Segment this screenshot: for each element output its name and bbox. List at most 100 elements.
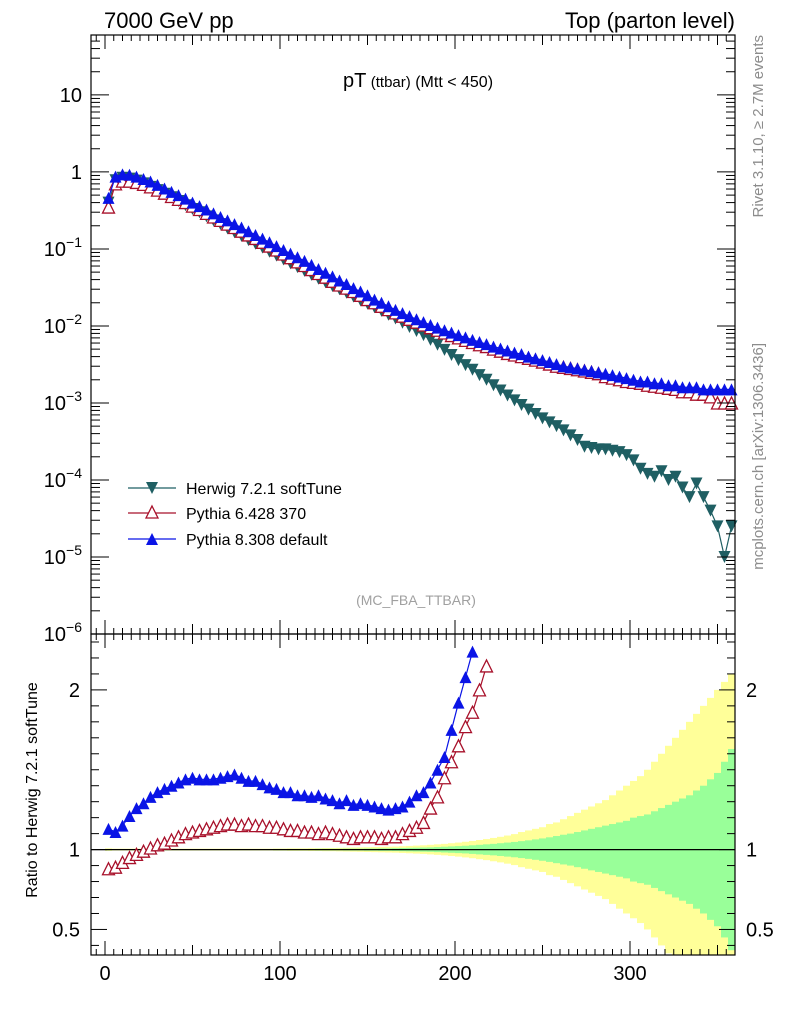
legend-item-pythia8: Pythia 8.308 default: [128, 532, 328, 549]
main-series-2-point: [319, 266, 332, 279]
main-series-2-point: [207, 207, 220, 220]
main-series-0-point: [704, 504, 717, 517]
main-series-0-point: [452, 354, 465, 367]
main-y-tick-label: 10−3: [44, 388, 82, 415]
main-series-2-point: [487, 340, 500, 353]
ratio-series-1-point: [368, 800, 381, 813]
main-y-tick-label: 10−2: [44, 311, 82, 338]
main-series-2-point: [508, 346, 521, 359]
main-series-2-point: [627, 373, 640, 386]
main-y-tick-label: 10−5: [44, 542, 82, 569]
ratio-series-1-point: [123, 810, 136, 823]
ratio-y-tick-label-right: 1: [746, 840, 757, 862]
main-series-2-point: [291, 251, 304, 264]
main-series-2-point: [214, 210, 227, 223]
main-series-2-point: [137, 172, 150, 185]
main-series-0-line: [107, 177, 733, 558]
main-series-2-point: [256, 232, 269, 245]
main-series-2-point: [403, 310, 416, 323]
data-layer: [101, 168, 739, 876]
ratio-series-0-point: [472, 682, 487, 697]
legend-marker-pythia6: [144, 504, 160, 519]
ratio-series-1-point: [396, 800, 409, 813]
main-series-2-point: [438, 324, 451, 337]
main-series-0-point: [557, 424, 570, 437]
ratio-series-1-point: [438, 750, 451, 763]
ratio-series-1-point: [137, 797, 150, 810]
main-series-2-point: [165, 185, 178, 198]
main-series-2-point: [375, 296, 388, 309]
ratio-series-1-point: [340, 794, 353, 807]
main-y-tick-label: 10−6: [44, 619, 82, 646]
ratio-series-1-point: [326, 794, 339, 807]
main-series-0-point: [487, 379, 500, 392]
x-tick-label: 100: [263, 963, 296, 985]
main-series-2-point: [494, 342, 507, 355]
main-series-2-point: [368, 293, 381, 306]
ratio-series-1-point: [319, 792, 332, 805]
main-series-2-point: [459, 331, 472, 344]
main-series-2-point: [564, 361, 577, 374]
main-series-0-point: [613, 446, 626, 459]
main-series-2-point: [172, 189, 185, 202]
main-series-0-point: [508, 394, 521, 407]
main-series-2-point: [144, 175, 157, 188]
ratio-series-1-point: [424, 776, 437, 789]
main-series-0-point: [543, 416, 556, 429]
main-series-2-point: [179, 192, 192, 205]
ratio-y-tick-label-right: 2: [746, 680, 757, 702]
main-series-2-point: [333, 274, 346, 287]
main-series-0-point: [725, 520, 738, 533]
main-series-2-point: [340, 278, 353, 291]
rivet-side-label: Rivet 3.1.10, ≥ 2.7M events: [750, 35, 767, 218]
main-series-0-point: [690, 477, 703, 490]
main-series-2-point: [200, 203, 213, 216]
ratio-series-1-point: [263, 781, 276, 794]
main-series-1-point: [703, 389, 718, 404]
main-series-2-point: [550, 358, 563, 371]
ratio-series-1-point: [403, 795, 416, 808]
main-series-0-point: [627, 454, 640, 467]
ratio-series-0-point: [430, 789, 445, 804]
main-series-0-point: [655, 465, 668, 478]
ratio-series-1-point: [298, 789, 311, 802]
main-series-0-point: [529, 407, 542, 420]
ratio-series-1-point: [410, 789, 423, 802]
main-series-2-point: [606, 369, 619, 382]
x-tick-label: 200: [438, 963, 471, 985]
main-series-2-point: [515, 348, 528, 361]
plot-title: pT (ttbar) (Mtt < 450): [343, 70, 493, 92]
legend: Herwig 7.2.1 softTune Pythia 6.428 370 P…: [128, 481, 342, 549]
ratio-series-1-point: [466, 645, 479, 658]
ratio-band-layer: [91, 673, 735, 955]
main-series-0-point: [648, 470, 661, 483]
axes-layer: 0 100 200 300 10−6 10−5 10−4 10−3 10−2 10−1 1 10 0.5…: [44, 34, 774, 985]
main-series-2-point: [284, 247, 297, 260]
main-series-2-point: [424, 318, 437, 331]
ratio-series-1-point: [130, 802, 143, 815]
main-series-0-point: [473, 369, 486, 382]
main-series-0-point: [459, 359, 472, 372]
ratio-series-1-point: [431, 763, 444, 776]
main-series-0-point: [697, 491, 710, 504]
ratio-series-0-point: [465, 704, 480, 719]
main-series-2-point: [613, 370, 626, 383]
main-series-2-point: [417, 316, 430, 329]
main-series-2-point: [102, 191, 115, 204]
mcplots-side-label: mcplots.cern.ch [arXiv:1306.3436]: [750, 343, 767, 570]
main-series-2-point: [445, 326, 458, 339]
ratio-series-1-point: [312, 789, 325, 802]
main-series-2-point: [130, 170, 143, 183]
analysis-label: (MC_FBA_TTBAR): [356, 592, 476, 608]
ratio-series-1-point: [270, 782, 283, 795]
main-series-0-point: [431, 338, 444, 351]
legend-marker-pythia8: [146, 533, 158, 545]
main-series-2-point: [431, 321, 444, 334]
ratio-series-1-point: [165, 779, 178, 792]
main-series-2-point: [382, 300, 395, 313]
ratio-series-1-point: [375, 802, 388, 815]
ratio-frame: [90, 633, 736, 956]
main-series-0-point: [620, 449, 633, 462]
main-series-2-point: [151, 178, 164, 191]
